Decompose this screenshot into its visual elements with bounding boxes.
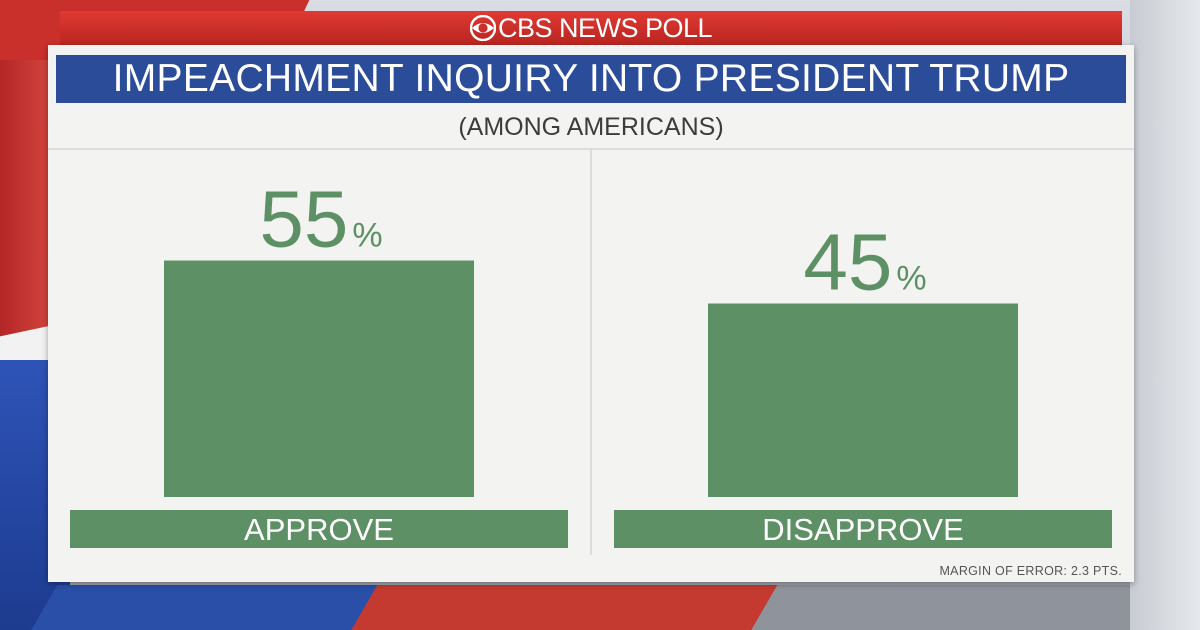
cbs-eye-icon — [469, 15, 496, 41]
bar-chart: 55 % APPROVE 45 % DISAPPROVE — [70, 175, 1112, 548]
bar-approve — [164, 260, 474, 497]
bar-disapprove — [708, 303, 1018, 497]
margin-of-error-note: MARGIN OF ERROR: 2.3 PTS. — [939, 564, 1122, 578]
chart-title: IMPEACHMENT INQUIRY INTO PRESIDENT TRUMP — [56, 55, 1126, 103]
category-label-disapprove: DISAPPROVE — [762, 512, 964, 547]
banner-text: CBS NEWS POLL — [497, 12, 713, 43]
header-divider — [48, 148, 1134, 150]
value-label-approve: 55% — [259, 175, 382, 264]
category-label-bg-approve — [70, 510, 568, 548]
column-divider — [590, 150, 592, 555]
cbs-news-poll-banner: CBS NEWS POLL — [60, 11, 1122, 45]
category-label-bg-disapprove — [614, 510, 1112, 548]
chart-subtitle: (AMONG AMERICANS) — [458, 113, 724, 141]
value-label-disapprove: 45% — [803, 218, 926, 307]
category-label-approve: APPROVE — [244, 512, 394, 547]
poll-panel: IMPEACHMENT INQUIRY INTO PRESIDENT TRUMP… — [48, 45, 1134, 582]
